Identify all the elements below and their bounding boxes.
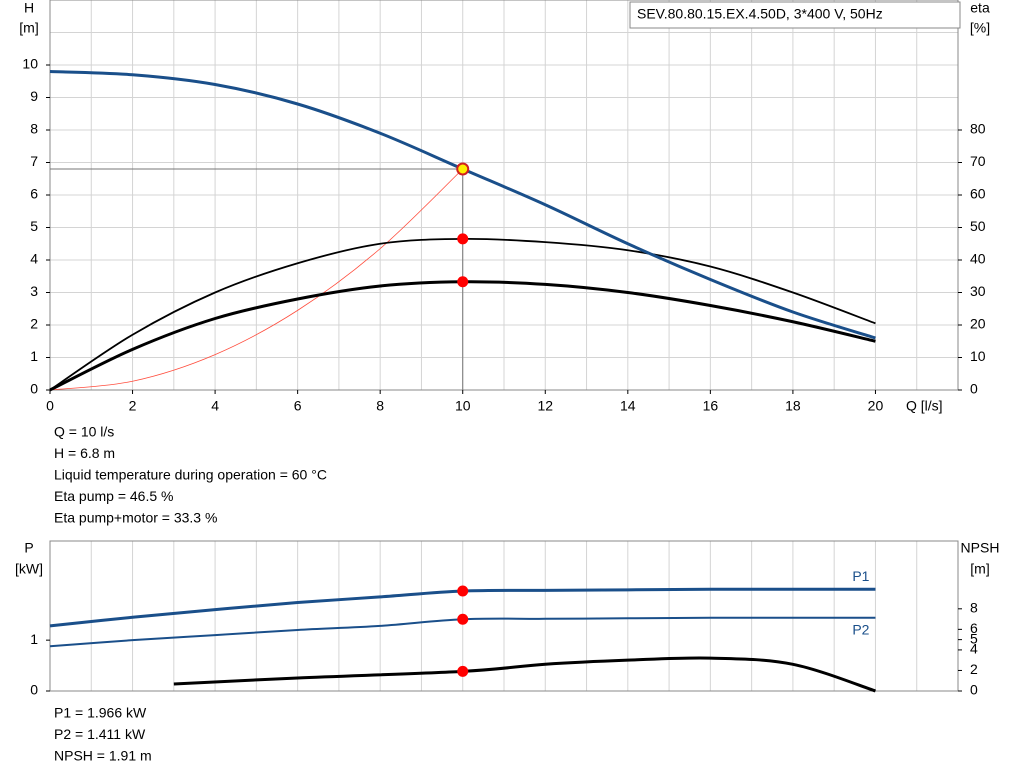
y2-tick-label: 0 <box>970 682 978 698</box>
info-line: Eta pump+motor = 33.3 % <box>54 510 217 526</box>
info-box-text: SEV.80.80.15.EX.4.50D, 3*400 V, 50Hz <box>637 6 883 22</box>
operating-point <box>457 665 469 677</box>
y2-tick-label: 6 <box>970 620 978 636</box>
operating-point <box>457 585 469 597</box>
y2-tick-label: 30 <box>970 283 986 299</box>
y-tick-label: 3 <box>30 283 38 299</box>
info-line: Liquid temperature during operation = 60… <box>54 467 327 483</box>
y2-tick-label: 40 <box>970 251 986 267</box>
y-tick-label: 1 <box>30 631 38 647</box>
y2-tick-label: 60 <box>970 186 986 202</box>
info-line: P2 = 1.411 kW <box>54 726 146 742</box>
y2-tick-label: 20 <box>970 316 986 332</box>
info-line: NPSH = 1.91 m <box>54 748 152 764</box>
y-axis-unit: [m] <box>19 20 38 36</box>
y-tick-label: 6 <box>30 186 38 202</box>
operating-point <box>457 233 469 245</box>
y2-tick-label: 80 <box>970 121 986 137</box>
x-tick-label: 2 <box>129 398 137 414</box>
y2-axis-unit: [m] <box>970 561 989 577</box>
y2-axis-label: eta <box>970 0 990 16</box>
y-axis-unit: [kW] <box>15 561 43 577</box>
x-tick-label: 8 <box>376 398 384 414</box>
y2-tick-label: 70 <box>970 153 986 169</box>
plot-frame <box>49 540 959 692</box>
y-tick-label: 9 <box>30 88 38 104</box>
info-line: H = 6.8 m <box>54 445 115 461</box>
x-tick-label: 12 <box>537 398 553 414</box>
curve <box>49 168 464 391</box>
y-axis-label: H <box>24 0 34 16</box>
x-tick-label: 16 <box>703 398 719 414</box>
y2-axis-unit: [%] <box>970 20 990 36</box>
y2-tick-label: 10 <box>970 348 986 364</box>
y-tick-label: 0 <box>30 381 38 397</box>
y-tick-label: 0 <box>30 682 38 698</box>
x-tick-label: 14 <box>620 398 636 414</box>
x-tick-label: 10 <box>455 398 471 414</box>
y2-axis-label: NPSH <box>961 540 1000 556</box>
y-tick-label: 1 <box>30 348 38 364</box>
x-tick-label: 20 <box>868 398 884 414</box>
y2-tick-label: 0 <box>970 381 978 397</box>
y-tick-label: 5 <box>30 218 38 234</box>
x-tick-label: 4 <box>211 398 219 414</box>
info-line: Q = 10 l/s <box>54 424 114 440</box>
info-box <box>629 1 961 29</box>
curve-label: P1 <box>852 568 869 584</box>
operating-point <box>456 162 470 176</box>
y-tick-label: 2 <box>30 316 38 332</box>
operating-point <box>457 276 469 288</box>
y-axis-label: P <box>24 540 33 556</box>
y2-tick-label: 4 <box>970 641 978 657</box>
info-line: P1 = 1.966 kW <box>54 705 147 721</box>
info-line: Eta pump = 46.5 % <box>54 488 173 504</box>
y-tick-label: 8 <box>30 121 38 137</box>
operating-point <box>457 613 469 625</box>
curve-label: P2 <box>852 621 869 637</box>
y-tick-label: 4 <box>30 251 38 267</box>
curve <box>173 656 876 693</box>
y-tick-label: 10 <box>22 56 38 72</box>
y2-tick-label: 8 <box>970 600 978 616</box>
y-tick-label: 7 <box>30 153 38 169</box>
y2-tick-label: 2 <box>970 661 978 677</box>
x-axis-label: Q [l/s] <box>906 398 943 414</box>
y2-tick-label: 5 <box>970 630 978 646</box>
x-tick-label: 18 <box>785 398 801 414</box>
x-tick-label: 6 <box>294 398 302 414</box>
y2-tick-label: 50 <box>970 218 986 234</box>
x-tick-label: 0 <box>46 398 54 414</box>
